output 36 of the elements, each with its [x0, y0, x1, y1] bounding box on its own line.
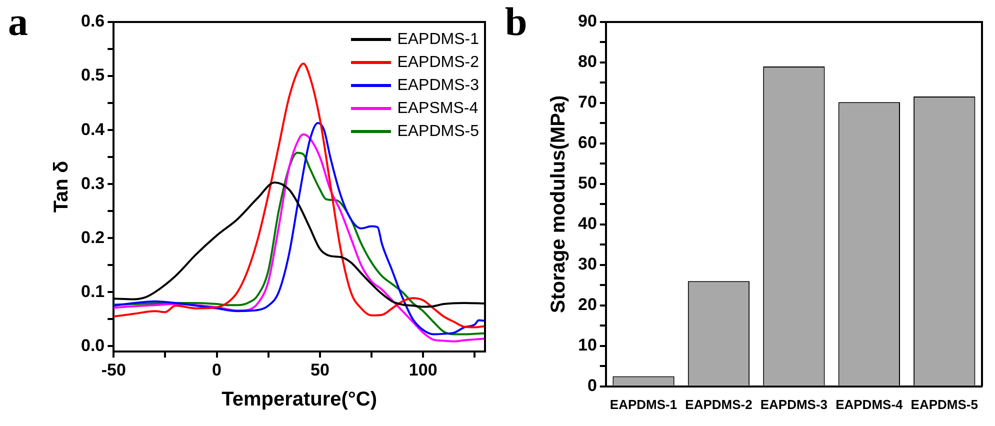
y-tick-label: 0.3 — [80, 174, 105, 193]
y-tick-label: 0.0 — [80, 336, 105, 355]
y-tick-label: 0 — [587, 376, 597, 396]
y-tick-label: 40 — [578, 214, 597, 234]
x-tick-label: 50 — [310, 360, 330, 380]
legend-label: EAPDMS-1 — [397, 30, 479, 48]
chart-title: a — [8, 0, 28, 44]
legend-label: EAPSMS-4 — [397, 100, 478, 118]
x-tick-label: EAPDMS-5 — [910, 396, 978, 412]
y-tick-label: 0.4 — [80, 120, 106, 139]
x-axis-title: Temperature(°C) — [222, 388, 378, 411]
y-tick-label: 0.1 — [80, 282, 105, 301]
y-axis-title: Storage modulus(MPa) — [548, 95, 570, 314]
x-tick-label: EAPDMS-2 — [685, 396, 752, 412]
x-tick-label: EAPDMS-3 — [760, 396, 828, 412]
chart-title: b — [505, 0, 528, 44]
x-tick-label: 100 — [408, 360, 438, 380]
x-tick-label: 0 — [212, 360, 222, 380]
x-tick-label: EAPDMS-1 — [610, 396, 678, 412]
y-tick-label: 20 — [578, 295, 597, 314]
legend-label: EAPDMS-5 — [397, 122, 479, 140]
y-tick-label: 0.2 — [80, 228, 105, 247]
x-tick-label: EAPDMS-4 — [836, 396, 904, 412]
y-axis-title: Tan δ — [50, 160, 73, 213]
x-tick-label: -50 — [101, 360, 126, 380]
legend-label: EAPDMS-3 — [397, 76, 479, 94]
y-tick-label: 80 — [578, 52, 597, 72]
y-tick-label: 30 — [578, 254, 597, 274]
y-tick-label: 10 — [578, 336, 597, 355]
legend-label: EAPDMS-2 — [397, 54, 479, 72]
y-tick-label: 0.5 — [80, 66, 105, 85]
y-tick-label: 50 — [578, 174, 597, 193]
y-tick-label: 0.6 — [80, 12, 105, 31]
y-tick-label: 70 — [578, 92, 597, 112]
y-tick-label: 90 — [578, 12, 597, 31]
y-tick-label: 60 — [578, 133, 597, 152]
